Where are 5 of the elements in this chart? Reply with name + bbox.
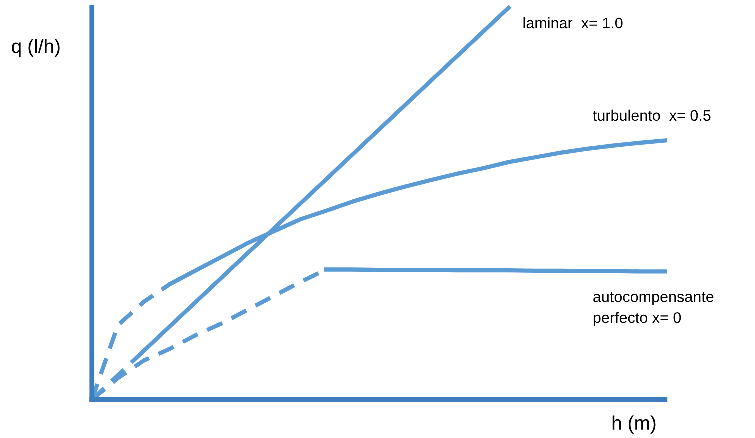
y-axis-title: q (l/h): [12, 39, 60, 58]
series-label: laminar x= 1.0: [524, 17, 623, 29]
x-axis-title: h (m): [612, 416, 656, 434]
series-label: autocompensante perfecto x= 0: [594, 292, 714, 326]
series-label: turbulento x= 0.5: [593, 110, 711, 122]
